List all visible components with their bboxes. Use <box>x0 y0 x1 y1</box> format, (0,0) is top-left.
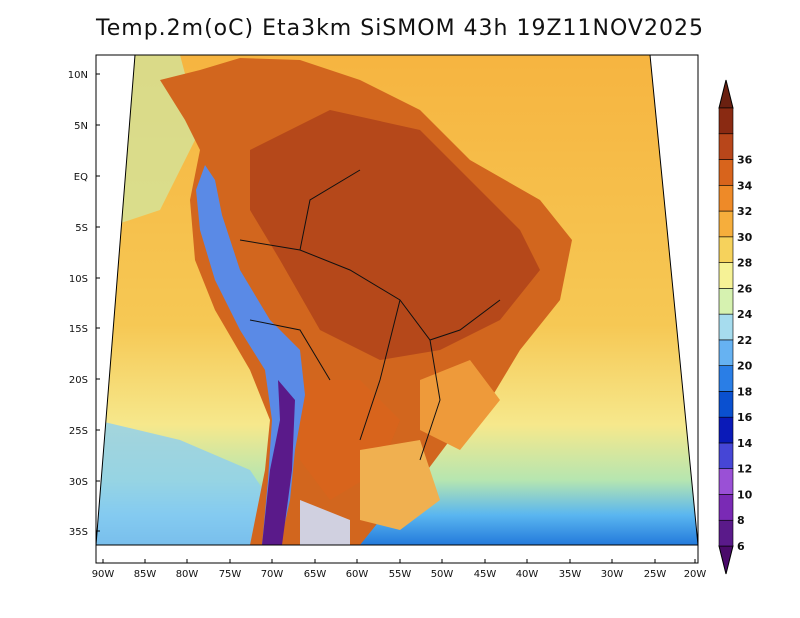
colorbar-segment <box>718 236 734 263</box>
south-region <box>360 440 440 530</box>
map-title: Temp.2m(oC) Eta3km SiSMOM 43h 19Z11NOV20… <box>96 16 704 41</box>
colorbar-arrow-low <box>718 545 734 575</box>
temperature-field <box>96 55 698 545</box>
lon-label: 55W <box>389 569 412 580</box>
lat-label: 10N <box>68 70 88 81</box>
colorbar-label: 32 <box>737 205 752 218</box>
longitude-axis: 90W 85W 80W 75W 70W 65W 60W 55W 50W 45W … <box>92 559 707 580</box>
lon-label: 70W <box>261 569 284 580</box>
latitude-axis: 10N 5N EQ 5S 10S 15S 20S 25S 30S 35S <box>68 70 100 538</box>
lat-label: 35S <box>69 527 88 538</box>
lon-label: 45W <box>474 569 497 580</box>
colorbar-label: 10 <box>737 488 753 501</box>
cold-pacific <box>96 420 300 545</box>
lat-label: 10S <box>69 274 88 285</box>
colorbar-segment <box>718 519 734 547</box>
lat-label: EQ <box>74 172 88 183</box>
colorbar-arrow-high <box>718 79 734 109</box>
colorbar-label: 20 <box>737 360 753 373</box>
lat-label: 15S <box>69 324 88 335</box>
colorbar-segment <box>718 107 734 135</box>
colorbar-segment <box>718 313 734 341</box>
colorbar: 6 8 10 12 14 16 18 20 22 24 26 28 30 32 34 36 <box>718 79 753 575</box>
colorbar-label: 12 <box>737 463 752 476</box>
colorbar-label: 36 <box>737 154 753 167</box>
colorbar-segment <box>718 159 734 186</box>
colorbar-segment <box>718 468 734 495</box>
colorbar-label: 16 <box>737 411 753 424</box>
colorbar-label: 26 <box>737 282 753 295</box>
colorbar-segment <box>718 288 734 315</box>
colorbar-label: 22 <box>737 334 752 347</box>
colorbar-segment <box>718 391 734 418</box>
lon-label: 75W <box>219 569 242 580</box>
lon-label: 60W <box>346 569 369 580</box>
colorbar-label: 6 <box>737 540 745 553</box>
lon-label: 20W <box>684 569 707 580</box>
colorbar-segment <box>718 339 734 366</box>
colorbar-segment <box>718 210 734 238</box>
lon-label: 85W <box>134 569 157 580</box>
colorbar-label: 30 <box>737 231 753 244</box>
lon-label: 80W <box>176 569 199 580</box>
lon-label: 50W <box>431 569 454 580</box>
colorbar-label: 18 <box>737 385 752 398</box>
colorbar-label: 24 <box>737 308 753 321</box>
colorbar-segment <box>718 416 734 444</box>
colorbar-segment <box>718 133 734 160</box>
colorbar-label: 14 <box>737 437 753 450</box>
colorbar-segment <box>718 184 734 212</box>
country-borders <box>239 169 501 461</box>
colorbar-segment <box>718 262 734 289</box>
axis-frame <box>95 54 699 564</box>
lon-label: 40W <box>516 569 539 580</box>
colorbar-label: 28 <box>737 257 752 270</box>
hot-core <box>250 110 540 360</box>
lon-label: 90W <box>92 569 115 580</box>
colorbar-segment <box>718 442 734 470</box>
lon-label: 35W <box>559 569 582 580</box>
colorbar-segment <box>718 494 734 521</box>
lon-label: 25W <box>644 569 667 580</box>
lat-label: 30S <box>69 477 88 488</box>
lat-label: 25S <box>69 426 88 437</box>
lat-label: 5N <box>74 121 88 132</box>
colorbar-label: 34 <box>737 179 753 192</box>
lat-label: 5S <box>75 223 88 234</box>
lon-label: 30W <box>601 569 624 580</box>
colorbar-segment <box>718 365 734 392</box>
southeast-uplands <box>420 360 500 450</box>
colorbar-label: 8 <box>737 514 745 527</box>
patagonia-land <box>300 500 350 545</box>
andes-high-band <box>262 380 295 545</box>
lon-label: 65W <box>304 569 327 580</box>
lat-label: 20S <box>69 375 88 386</box>
